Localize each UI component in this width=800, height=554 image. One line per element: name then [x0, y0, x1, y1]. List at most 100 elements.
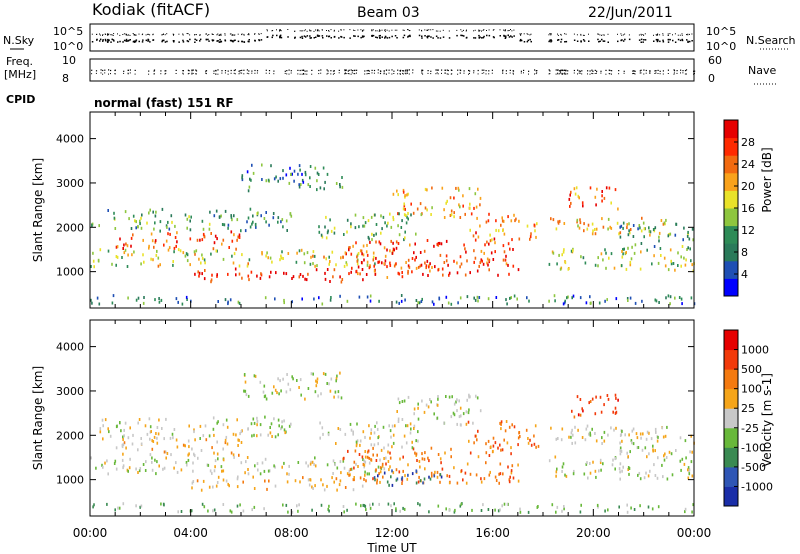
rti-cell: [172, 260, 174, 263]
rti-cell: [200, 488, 203, 492]
nsearch-point: [105, 33, 106, 35]
rti-cell: [447, 301, 450, 305]
rti-cell: [130, 227, 133, 230]
nave-point: [502, 72, 503, 74]
rti-cell: [627, 246, 629, 250]
rti-cell: [579, 413, 582, 417]
nsky-point: [134, 41, 136, 43]
rti-cell: [173, 428, 176, 431]
nave-point: [632, 73, 634, 75]
nave-point: [400, 73, 401, 75]
rti-cell: [576, 220, 578, 224]
rti-cell: [155, 432, 157, 435]
nsky-point: [330, 37, 332, 39]
rti-cell: [487, 297, 490, 301]
rti-cell: [639, 477, 642, 481]
rti-cell: [273, 417, 275, 421]
rti-cell: [648, 452, 650, 456]
nsky-point: [129, 39, 131, 41]
rti-cell: [106, 459, 108, 463]
rti-cell: [193, 452, 195, 456]
nsky-point: [299, 36, 302, 39]
rti-cell: [526, 296, 528, 300]
rti-cell: [667, 294, 670, 298]
nsky-point: [173, 40, 175, 42]
rti-cell: [517, 436, 520, 440]
rti-cell: [254, 374, 257, 378]
rti-cell: [367, 449, 370, 453]
rti-cell: [631, 429, 634, 433]
rti-cell: [240, 441, 243, 444]
nsky-point: [530, 40, 532, 43]
rti-cell: [230, 214, 232, 218]
nsearch-point: [182, 33, 184, 35]
rti-cell: [151, 460, 153, 464]
rti-cell: [513, 294, 516, 298]
rti-cell: [253, 433, 255, 437]
rti-cell: [368, 237, 370, 241]
rti-cell: [486, 240, 488, 244]
rti-cell: [507, 215, 509, 219]
rti-cell: [158, 418, 160, 422]
rti-cell: [622, 221, 625, 225]
rti-cell: [468, 439, 470, 443]
rti-cell: [609, 225, 611, 229]
rti-cell: [398, 212, 400, 216]
rti-cell: [643, 235, 645, 239]
rti-cell: [469, 202, 471, 206]
rti-cell: [431, 186, 433, 190]
rti-cell: [617, 398, 619, 402]
rti-cell: [581, 407, 583, 411]
rti-cell: [350, 270, 352, 274]
rti-cell: [267, 256, 269, 260]
rti-cell: [411, 440, 413, 444]
rti-cell: [370, 428, 373, 432]
freq-point: [589, 70, 591, 72]
rti-cell: [112, 294, 115, 298]
nsearch-point: [687, 34, 689, 36]
rti-cell: [480, 249, 483, 253]
rti-cell: [490, 251, 493, 255]
rti-cell: [602, 462, 604, 466]
rti-cell: [487, 439, 490, 443]
rti-cell: [143, 296, 145, 299]
rti-cell: [261, 178, 263, 181]
nsearch-point: [418, 29, 420, 31]
rti-cell: [537, 444, 540, 448]
rti-cell: [412, 447, 415, 451]
rti-cell: [140, 437, 142, 440]
rti-cell: [132, 214, 135, 218]
rti-cell: [628, 467, 631, 470]
rti-cell: [594, 232, 597, 236]
rti-cell: [389, 429, 392, 433]
rti-cell: [368, 456, 371, 460]
rti-cell: [617, 207, 619, 211]
rti-cell: [626, 451, 628, 455]
rti-cell: [564, 473, 566, 477]
rti-cell: [401, 275, 404, 279]
nsearch-point: [628, 34, 630, 36]
rti-cell: [495, 228, 497, 232]
freq-point: [187, 69, 189, 71]
rti-cell: [642, 221, 645, 225]
rti-cell: [613, 428, 615, 432]
rti-cell: [417, 301, 419, 305]
nsearch-point: [326, 30, 327, 31]
rti-cell: [515, 217, 517, 221]
freq-point: [520, 70, 522, 72]
rti-cell: [265, 254, 267, 258]
nsky-point: [465, 37, 468, 39]
rti-cell: [287, 382, 290, 386]
nsearch-point: [145, 34, 147, 36]
rti-cell: [376, 481, 378, 485]
rti-cell: [469, 271, 471, 275]
nave-point: [364, 73, 366, 75]
nave-point: [367, 73, 369, 74]
rti-cell: [621, 439, 623, 443]
rti-cell: [600, 410, 603, 414]
nsearch-point: [110, 34, 112, 36]
rti-cell: [175, 297, 178, 301]
rti-cell: [427, 274, 429, 277]
rti-cell: [410, 213, 412, 217]
rti-cell: [152, 258, 154, 262]
